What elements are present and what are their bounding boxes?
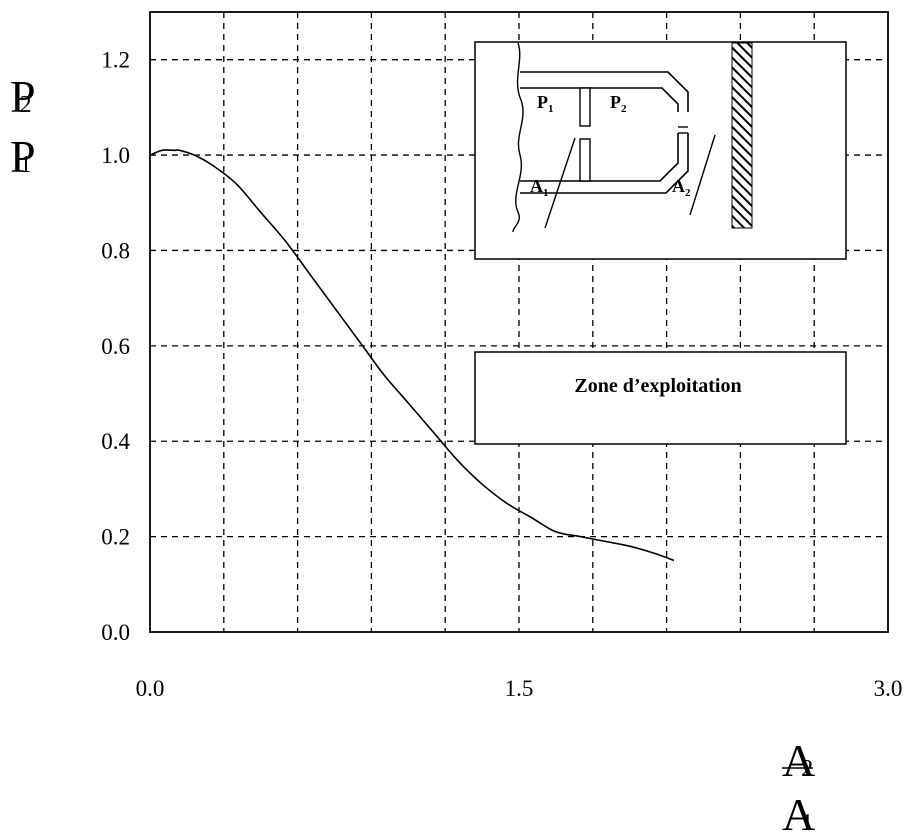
inset-lower-outer-wall (520, 133, 689, 194)
x-tick-label: 0.0 (136, 676, 165, 701)
zone-box: Zone d’exploitation (474, 351, 847, 445)
inset-partition-lower (579, 138, 591, 182)
x-label-numerator: A2 (782, 735, 815, 786)
y-tick-label: 0.2 (101, 525, 130, 550)
y-tick-label: 1.0 (101, 143, 130, 168)
x-tick-labels: 0.0 1.5 3.0 (136, 676, 903, 701)
x-axis-label: A2 A1 (782, 735, 815, 836)
inset-upper-outer-wall (520, 71, 689, 112)
inset-label-a2: A2 (672, 176, 691, 199)
zone-frame (474, 351, 847, 445)
inset-upper-inner-wall (520, 87, 679, 112)
y-label-numerator: P2 (10, 71, 36, 122)
inset-hatched-wall (731, 42, 753, 229)
x-tick-label: 1.5 (505, 676, 534, 701)
y-axis-label: P2 P1 (10, 71, 36, 182)
x-label-denominator: A1 (782, 789, 815, 836)
y-tick-label: 1.2 (101, 48, 130, 73)
y-label-denominator: P1 (10, 131, 36, 182)
y-tick-label: 0.4 (101, 429, 130, 454)
inset-diagram: P1 P2 A1 A2 (474, 41, 847, 260)
plot-frame (149, 11, 889, 633)
x-tick-label: 3.0 (874, 676, 903, 701)
inset-section-line-1 (544, 137, 576, 229)
inset-label-p2: P2 (610, 92, 627, 115)
inset-label-p1: P1 (537, 92, 554, 115)
inset-partition-upper (579, 87, 591, 127)
inset-frame (474, 41, 847, 260)
y-tick-label: 0.8 (101, 238, 130, 263)
y-tick-labels: 0.0 0.2 0.4 0.6 0.8 1.0 1.2 (101, 48, 130, 645)
inset-wavy-edge (512, 42, 524, 233)
y-tick-label: 0.6 (101, 334, 130, 359)
zone-label: Zone d’exploitation (574, 375, 741, 397)
inset-section-line-2 (689, 134, 716, 216)
y-tick-label: 0.0 (101, 620, 130, 645)
inset-label-a1: A1 (530, 176, 549, 199)
series-line (149, 149, 675, 562)
